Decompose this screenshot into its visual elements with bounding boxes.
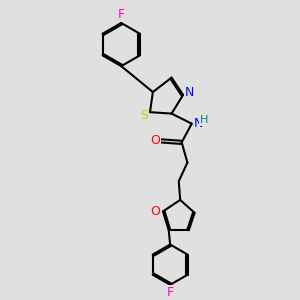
- Text: N: N: [185, 85, 194, 98]
- Text: F: F: [118, 8, 125, 21]
- Text: S: S: [140, 109, 148, 122]
- Text: O: O: [150, 134, 160, 147]
- Text: H: H: [200, 115, 208, 125]
- Text: F: F: [167, 286, 174, 299]
- Text: N: N: [194, 117, 203, 130]
- Text: O: O: [150, 205, 160, 218]
